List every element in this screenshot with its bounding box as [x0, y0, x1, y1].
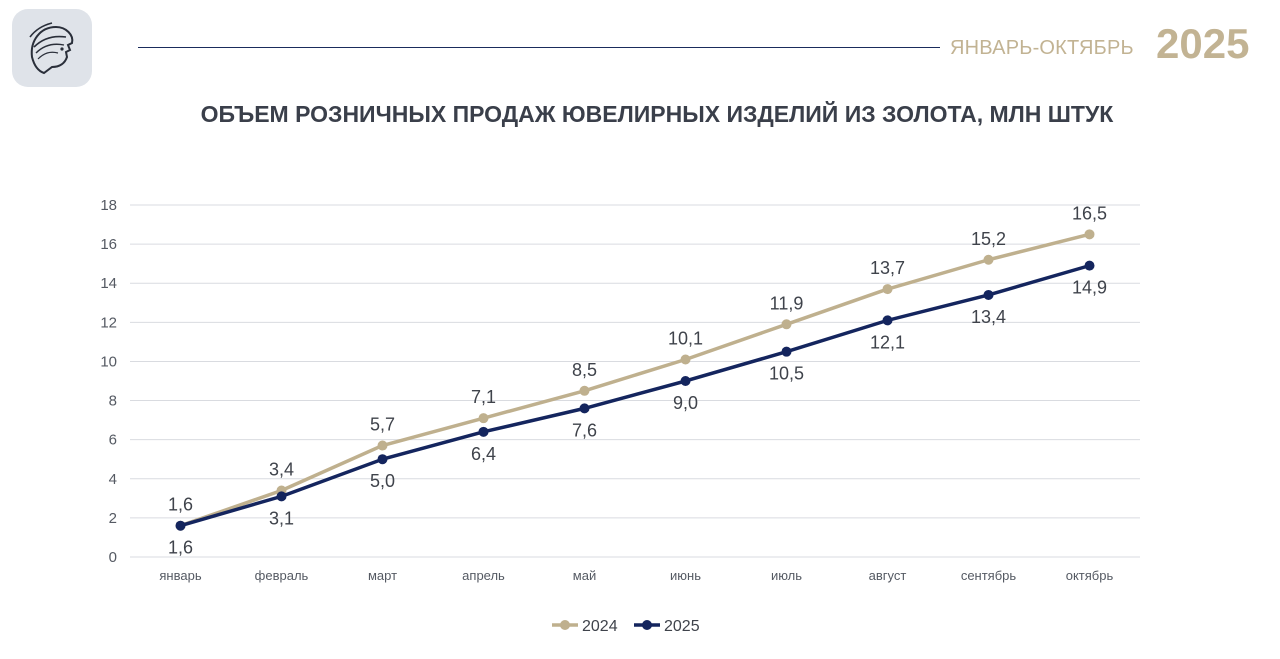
data-point-2024 [983, 254, 994, 265]
data-labels: 1,6 3,4 5,7 7,1 8,5 10,1 11,9 13,7 15,2 16,5 1,6 3,… [168, 203, 1107, 557]
data-point-2024 [478, 413, 489, 424]
data-label-2025: 7,6 [572, 420, 597, 440]
legend-label-2025: 2025 [664, 618, 700, 635]
data-point-2025 [377, 454, 388, 465]
data-label-2025: 13,4 [971, 307, 1006, 327]
data-label-2025: 10,5 [769, 364, 804, 384]
data-point-2024 [882, 284, 893, 295]
data-point-2024 [1084, 229, 1095, 240]
data-point-2025 [781, 346, 792, 357]
x-tick-label: март [368, 568, 397, 583]
x-tick-label: июнь [670, 568, 701, 583]
data-point-2025 [175, 520, 186, 531]
y-tick-label: 0 [109, 549, 117, 566]
header-year: 2025 [1156, 20, 1250, 67]
y-tick-label: 12 [100, 314, 117, 331]
data-label-2024: 13,7 [870, 258, 905, 278]
data-label-2025: 3,1 [269, 508, 294, 528]
y-tick-label: 4 [109, 471, 117, 488]
gridlines [130, 204, 1140, 558]
y-tick-label: 10 [100, 353, 117, 370]
x-tick-label: май [573, 568, 596, 583]
x-tick-label: февраль [255, 568, 309, 583]
chart-title: ОБЪЕМ РОЗНИЧНЫХ ПРОДАЖ ЮВЕЛИРНЫХ ИЗДЕЛИЙ… [200, 101, 1114, 127]
data-label-2025: 5,0 [370, 471, 395, 491]
data-point-2024 [579, 385, 590, 396]
y-tick-label: 14 [100, 275, 117, 292]
data-point-2025 [478, 426, 489, 437]
data-label-2025: 6,4 [471, 444, 496, 464]
series-line-2025 [180, 263, 1090, 528]
x-tick-label: июль [771, 568, 802, 583]
data-point-2025 [579, 403, 590, 414]
data-point-2024 [680, 354, 691, 365]
data-label-2025: 9,0 [673, 393, 698, 413]
legend-marker-2025 [642, 620, 652, 630]
series-lines [175, 229, 1095, 531]
y-tick-label: 18 [100, 197, 117, 214]
header-rule [138, 47, 940, 48]
data-label-2024: 16,5 [1072, 203, 1107, 223]
data-point-2024 [377, 440, 388, 451]
data-label-2024: 3,4 [269, 460, 294, 480]
data-label-2024: 7,1 [471, 387, 496, 407]
y-tick-label: 6 [109, 432, 117, 449]
y-tick-label: 16 [100, 236, 117, 253]
data-point-2025 [680, 376, 691, 386]
data-label-2024: 10,1 [668, 328, 703, 348]
x-tick-label: август [869, 568, 907, 583]
x-tick-label: январь [159, 568, 201, 583]
data-label-2024: 1,6 [168, 495, 193, 515]
header-period: ЯНВАРЬ-ОКТЯБРЬ [950, 37, 1134, 59]
data-point-2024 [781, 319, 792, 330]
y-tick-label: 2 [109, 510, 117, 527]
data-point-2025 [882, 315, 893, 326]
series-line-2024 [179, 232, 1090, 528]
data-label-2024: 8,5 [572, 360, 597, 380]
x-tick-label: сентябрь [961, 568, 1017, 583]
x-axis-ticks: январь февраль март апрель май июнь июль август… [159, 568, 1113, 583]
data-point-2025 [983, 289, 994, 300]
logo [12, 9, 92, 87]
minerva-head-icon [29, 22, 74, 75]
legend-label-2024: 2024 [582, 618, 618, 635]
x-tick-label: октябрь [1066, 568, 1114, 583]
x-tick-label: апрель [462, 568, 505, 583]
data-point-2025 [1084, 260, 1095, 271]
y-tick-label: 8 [109, 393, 117, 410]
data-label-2024: 15,2 [971, 229, 1006, 249]
data-label-2025: 1,6 [168, 538, 193, 558]
legend-marker-2024 [560, 620, 570, 630]
data-label-2024: 11,9 [770, 293, 804, 313]
data-label-2025: 12,1 [870, 332, 905, 352]
legend: 2024 2025 [552, 618, 700, 635]
y-axis-ticks: 0 2 4 6 8 10 12 14 16 18 [100, 197, 117, 566]
data-label-2024: 5,7 [370, 415, 395, 435]
data-point-2025 [276, 491, 287, 502]
data-label-2025: 14,9 [1072, 278, 1107, 298]
